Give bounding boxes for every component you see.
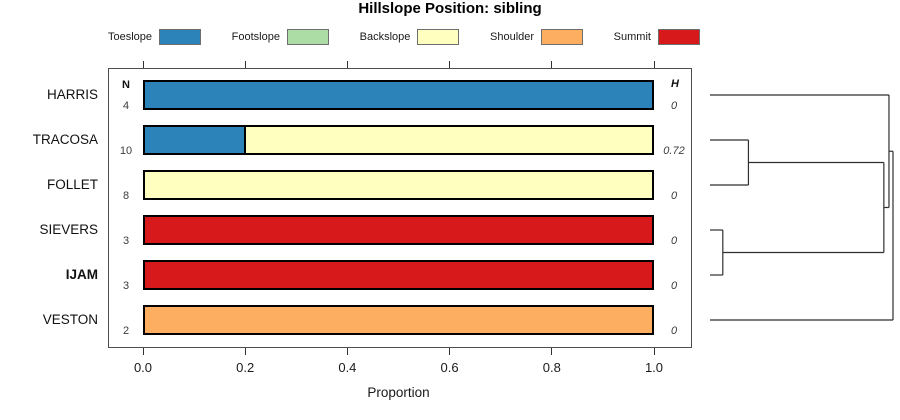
axis-tick-top: [449, 61, 451, 68]
axis-tick-label: 0.0: [133, 360, 153, 375]
n-value: 2: [122, 325, 130, 337]
legend-label: Footslope: [231, 31, 280, 43]
row-label-veston: VESTON: [42, 312, 98, 327]
legend: Toeslope Footslope Backslope Shoulder Summit: [108, 29, 700, 45]
legend-item: Toeslope: [108, 29, 202, 45]
legend-label: Toeslope: [108, 31, 153, 43]
legend-item: Footslope: [232, 29, 329, 45]
bar-segment-backslope: [246, 127, 652, 153]
h-value: 0: [670, 235, 678, 247]
row-label-follet: FOLLET: [46, 177, 98, 192]
bar-segment-toeslope: [145, 82, 652, 108]
legend-label: Summit: [613, 31, 651, 43]
h-value: 0: [670, 280, 678, 292]
axis-tick-label: 1.0: [644, 360, 664, 375]
legend-swatch: [541, 29, 584, 45]
bar-tracosa: [143, 125, 654, 155]
bar-harris: [143, 80, 654, 110]
bar-follet: [143, 170, 654, 200]
bar-sievers: [143, 215, 654, 245]
axis-tick-bottom: [244, 348, 246, 355]
n-value: 3: [122, 235, 130, 247]
row-label-tracosa: TRACOSA: [32, 132, 98, 147]
axis-tick-label: 0.6: [440, 360, 459, 375]
legend-swatch: [159, 29, 202, 45]
axis-tick-top: [244, 61, 246, 68]
axis-tick-bottom: [346, 348, 348, 355]
n-value: 10: [119, 145, 133, 157]
legend-item: Backslope: [360, 29, 460, 45]
axis-tick-top: [551, 61, 553, 68]
x-axis-title: Proportion: [367, 385, 430, 400]
legend-item: Summit: [614, 29, 700, 45]
n-value: 4: [122, 100, 130, 112]
row-label-harris: HARRIS: [46, 87, 98, 102]
legend-label: Shoulder: [490, 31, 535, 43]
axis-tick-top: [653, 61, 655, 68]
axis-tick-bottom: [449, 348, 451, 355]
bar-segment-summit: [145, 217, 652, 243]
legend-item: Shoulder: [490, 29, 584, 45]
bar-segment-shoulder: [145, 307, 652, 333]
n-value: 3: [122, 280, 130, 292]
bar-segment-toeslope: [145, 127, 247, 153]
plot-area-border: [108, 68, 692, 348]
legend-swatch: [286, 29, 329, 45]
legend-swatch: [417, 29, 460, 45]
row-label-ijam: IJAM: [65, 267, 98, 282]
axis-tick-bottom: [142, 348, 144, 355]
axis-tick-label: 0.4: [338, 360, 357, 375]
h-value: 0.72: [663, 145, 685, 157]
chart-title: Hillslope Position: sibling: [358, 0, 542, 17]
axis-tick-label: 0.8: [542, 360, 561, 375]
row-label-sievers: SIEVERS: [39, 222, 98, 237]
legend-swatch: [657, 29, 700, 45]
axis-tick-top: [346, 61, 348, 68]
bar-segment-summit: [145, 262, 652, 288]
axis-tick-top: [142, 61, 144, 68]
axis-tick-label: 0.2: [236, 360, 255, 375]
bar-ijam: [143, 260, 654, 290]
legend-label: Backslope: [359, 31, 411, 43]
h-value: 0: [670, 100, 678, 112]
axis-tick-bottom: [551, 348, 553, 355]
h-column-header: H: [671, 78, 679, 90]
h-value: 0: [670, 325, 678, 337]
h-value: 0: [670, 190, 678, 202]
n-column-header: N: [122, 79, 130, 91]
bar-segment-backslope: [145, 172, 652, 198]
n-value: 8: [122, 190, 130, 202]
axis-tick-bottom: [653, 348, 655, 355]
bar-veston: [143, 305, 654, 335]
